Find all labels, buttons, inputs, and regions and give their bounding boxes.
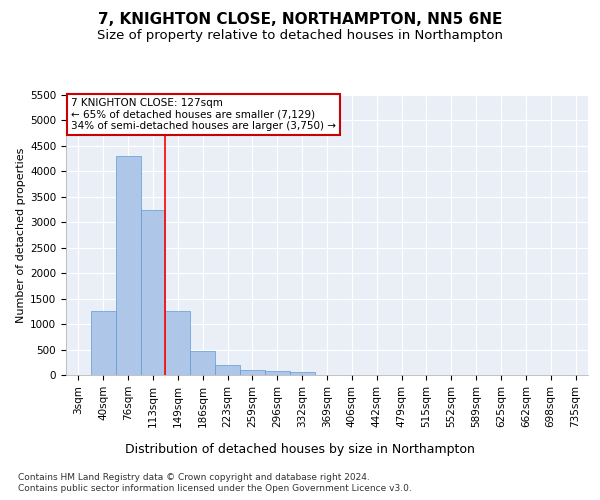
Bar [240, 370, 265, 375]
Bar [91, 312, 116, 375]
Y-axis label: Number of detached properties: Number of detached properties [16, 148, 26, 322]
Bar [190, 351, 215, 375]
Bar [265, 371, 290, 375]
Bar [290, 372, 314, 375]
Bar [215, 365, 240, 375]
Text: 7, KNIGHTON CLOSE, NORTHAMPTON, NN5 6NE: 7, KNIGHTON CLOSE, NORTHAMPTON, NN5 6NE [98, 12, 502, 28]
Bar [116, 156, 140, 375]
Text: Contains HM Land Registry data © Crown copyright and database right 2024.: Contains HM Land Registry data © Crown c… [18, 472, 370, 482]
Bar [166, 312, 190, 375]
Text: 7 KNIGHTON CLOSE: 127sqm
← 65% of detached houses are smaller (7,129)
34% of sem: 7 KNIGHTON CLOSE: 127sqm ← 65% of detach… [71, 98, 336, 131]
Bar [140, 210, 166, 375]
Text: Distribution of detached houses by size in Northampton: Distribution of detached houses by size … [125, 442, 475, 456]
Text: Contains public sector information licensed under the Open Government Licence v3: Contains public sector information licen… [18, 484, 412, 493]
Text: Size of property relative to detached houses in Northampton: Size of property relative to detached ho… [97, 29, 503, 42]
